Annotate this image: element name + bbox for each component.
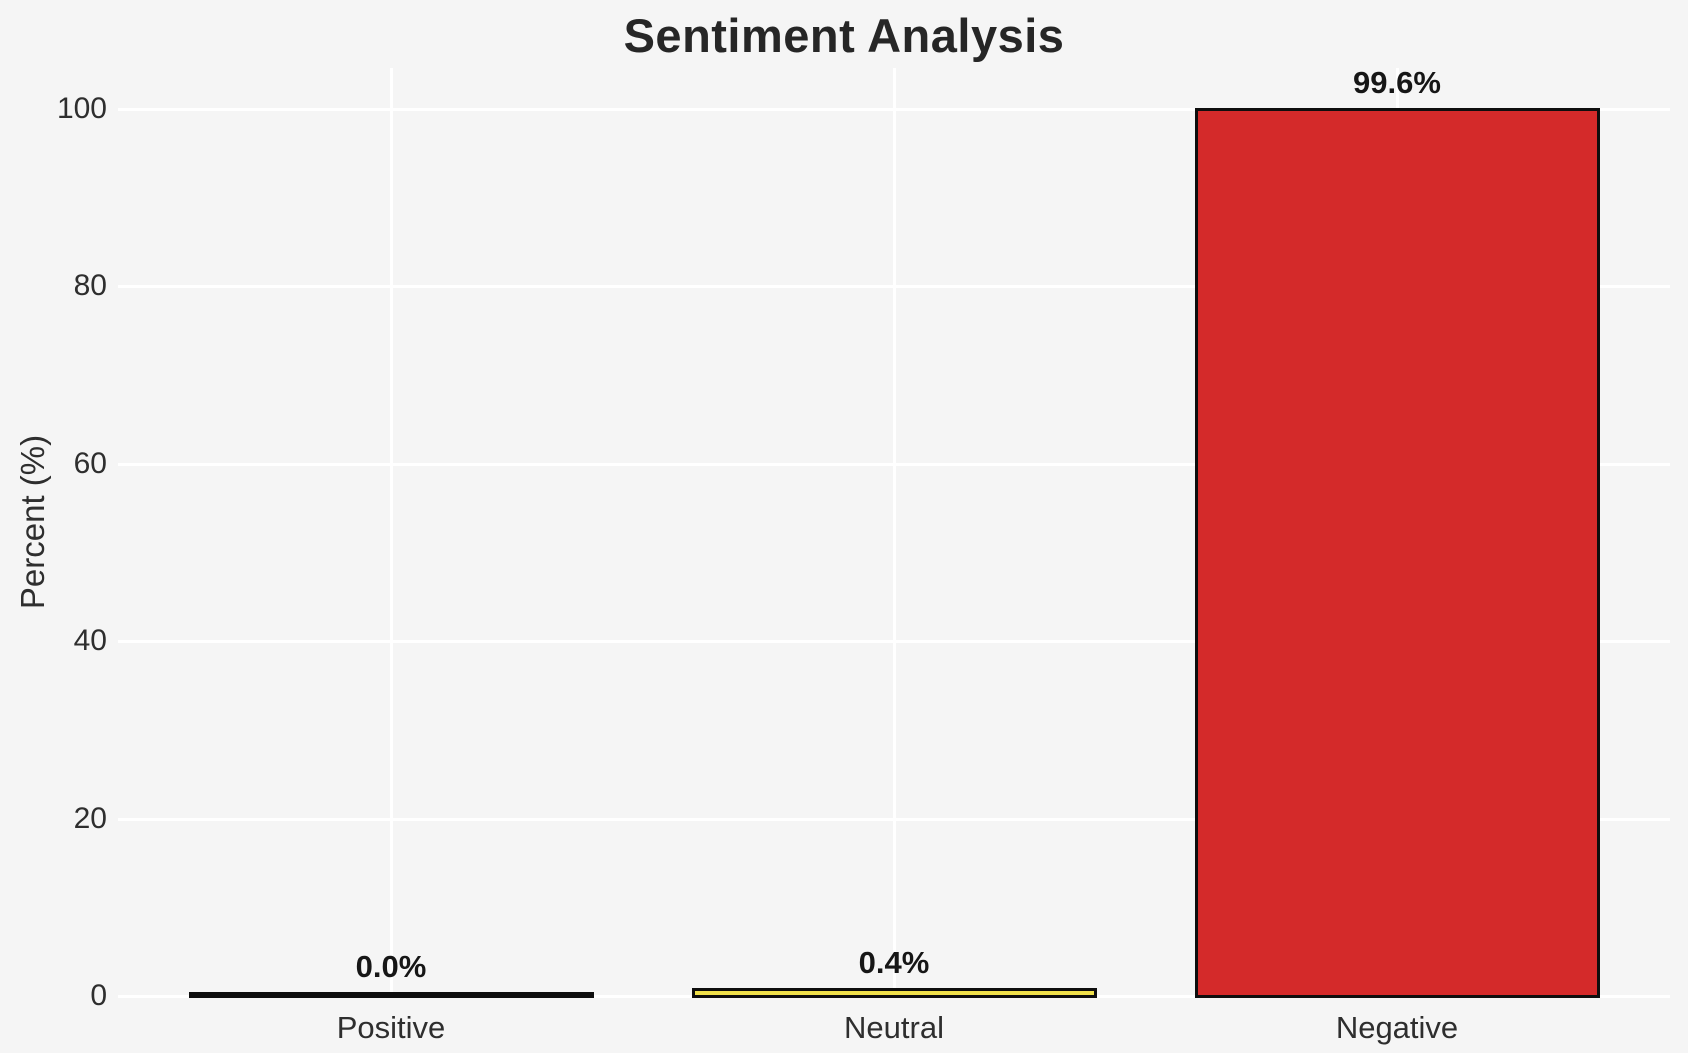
bar-neutral [691,988,1097,998]
y-tick-label: 0 [90,979,107,1012]
gridline-horizontal [118,640,1670,643]
chart-title: Sentiment Analysis [623,9,1065,62]
gridline-horizontal [118,463,1670,466]
gridline-vertical [893,68,896,996]
y-tick-label: 100 [56,92,107,125]
y-tick-label: 20 [73,802,107,835]
gridline-horizontal [118,285,1670,288]
x-tick-label: Positive [336,1010,446,1045]
gridline-horizontal [118,818,1670,821]
gridline-horizontal [118,108,1670,111]
x-tick-label: Neutral [844,1010,944,1045]
bar-negative [1194,108,1600,998]
y-tick-label: 60 [73,447,107,480]
bar-positive [188,992,594,998]
bar-value-label: 0.0% [355,949,427,984]
y-tick-label: 80 [73,269,107,302]
y-tick-label: 40 [73,624,107,657]
bar-value-label: 0.4% [858,945,930,980]
y-axis-label: Percent (%) [14,434,51,610]
x-tick-label: Negative [1335,1010,1459,1045]
gridline-vertical [390,68,393,996]
bar-value-label: 99.6% [1353,65,1441,100]
